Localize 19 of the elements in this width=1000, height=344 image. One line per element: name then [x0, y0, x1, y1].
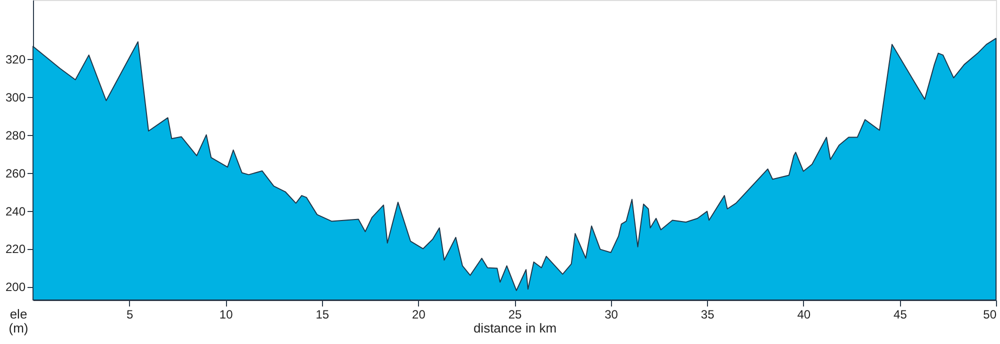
- x-tick-label: 30: [604, 308, 618, 322]
- y-tick-label: 260: [5, 166, 26, 180]
- x-tick-label: 40: [797, 308, 811, 322]
- x-tick-label: 50: [983, 308, 997, 322]
- x-tick-label: 20: [412, 308, 426, 322]
- y-tick-label: 220: [5, 242, 26, 256]
- y-tick-label: 240: [5, 204, 26, 218]
- x-tick-label: 45: [894, 308, 908, 322]
- y-tick-label: 320: [5, 52, 26, 66]
- y-tick-label: 200: [5, 280, 26, 294]
- x-tick-label: 25: [508, 308, 522, 322]
- x-tick-label: 35: [700, 308, 715, 322]
- y-tick-label: 280: [5, 128, 26, 142]
- x-axis-title: distance in km: [473, 320, 557, 336]
- x-tick-label: 5: [126, 308, 134, 322]
- x-tick-label: 15: [316, 308, 330, 322]
- x-tick-label: 10: [219, 308, 234, 322]
- y-tick-label: 300: [5, 90, 26, 104]
- y-axis-title: ele (m): [8, 306, 28, 336]
